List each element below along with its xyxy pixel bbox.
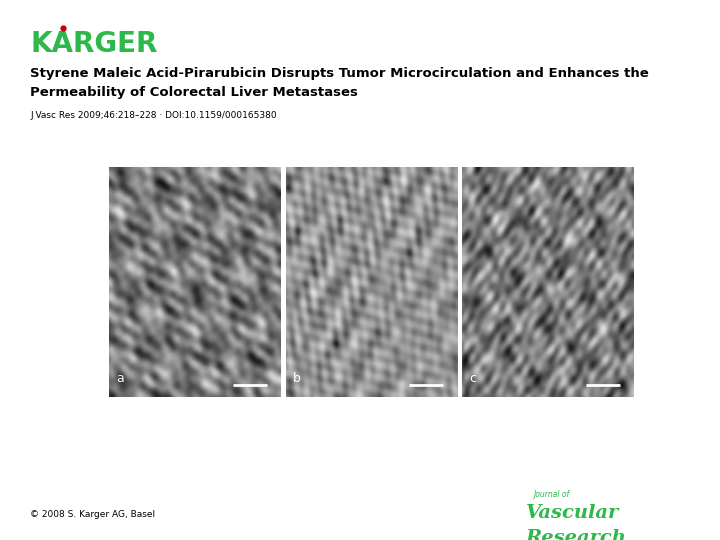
Text: a: a bbox=[117, 373, 124, 386]
Text: Journal of: Journal of bbox=[533, 490, 569, 500]
Text: J Vasc Res 2009;46:218–228 · DOI:10.1159/000165380: J Vasc Res 2009;46:218–228 · DOI:10.1159… bbox=[30, 111, 277, 120]
Text: © 2008 S. Karger AG, Basel: © 2008 S. Karger AG, Basel bbox=[30, 510, 156, 519]
Text: Research: Research bbox=[526, 529, 626, 540]
Text: Styrene Maleic Acid-Pirarubicin Disrupts Tumor Microcirculation and Enhances the: Styrene Maleic Acid-Pirarubicin Disrupts… bbox=[30, 68, 649, 80]
Text: c: c bbox=[469, 373, 476, 386]
Text: Permeability of Colorectal Liver Metastases: Permeability of Colorectal Liver Metasta… bbox=[30, 86, 358, 99]
Text: b: b bbox=[293, 373, 300, 386]
Text: Vascular: Vascular bbox=[526, 504, 619, 522]
Text: KARGER: KARGER bbox=[30, 30, 158, 58]
